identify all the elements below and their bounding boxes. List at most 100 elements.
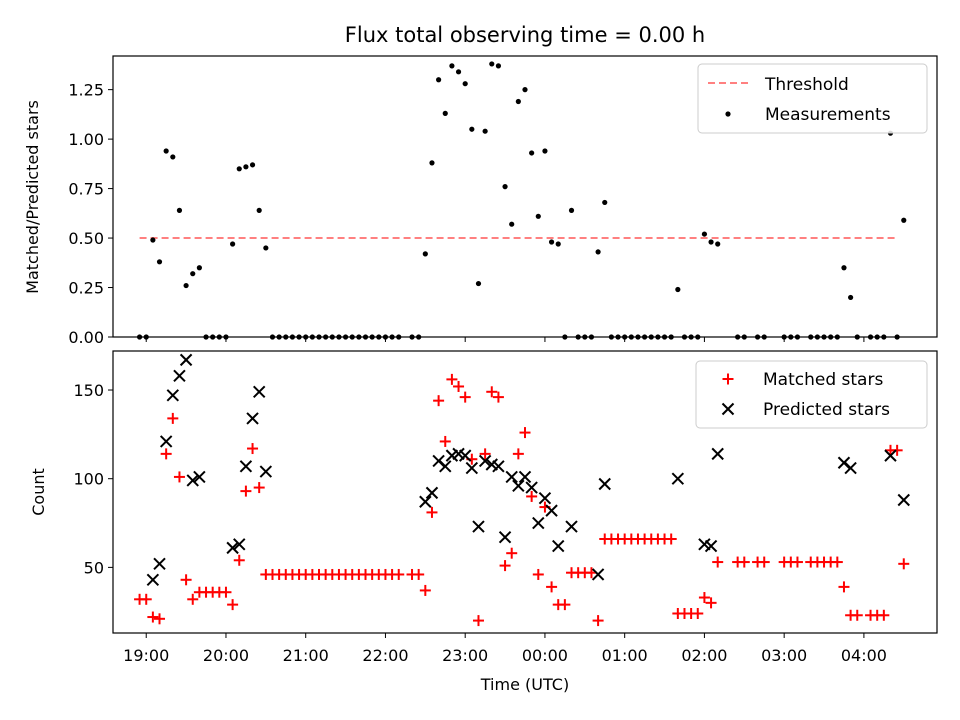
y-tick-label: 0.50: [68, 229, 104, 248]
y-tick-label: 0.25: [68, 279, 104, 298]
matched-star-point: [512, 448, 524, 460]
x-tick-label: 03:00: [761, 646, 807, 665]
x-tick-label: 04:00: [841, 646, 887, 665]
matched-star-point: [891, 444, 903, 456]
matched-star-point: [154, 613, 166, 625]
x-tick-label: 23:00: [442, 646, 488, 665]
measurement-point: [469, 126, 475, 132]
predicted-star-point: [226, 541, 239, 555]
predicted-star-point: [419, 495, 432, 508]
predicted-star-point: [233, 538, 246, 551]
measurement-point: [442, 110, 448, 116]
matched-star-point: [426, 506, 438, 518]
measurement-point: [489, 61, 495, 67]
matched-star-point: [147, 611, 159, 623]
x-axis-label: Time (UTC): [480, 675, 569, 694]
legend-box: [697, 63, 928, 134]
predicted-star-point: [538, 492, 552, 505]
predicted-star-point: [166, 389, 180, 402]
measurement-point: [449, 63, 455, 69]
x-tick-label: 22:00: [362, 646, 408, 665]
measurement-point: [529, 150, 535, 156]
bottom-plot-frame: [112, 350, 938, 634]
predicted-star-point: [186, 474, 199, 487]
measurement-point: [542, 148, 548, 154]
matched-star-point: [851, 609, 863, 621]
measurement-point: [170, 154, 176, 160]
legend-box: [695, 360, 928, 429]
y-tick-label: 1.00: [68, 130, 104, 149]
measurements-legend-swatch: [725, 111, 731, 117]
predicted-star-point: [671, 472, 685, 485]
matched-star-point: [453, 380, 465, 392]
top-legend: Threshold Measurements: [697, 63, 928, 134]
measurement-point: [249, 162, 256, 168]
measurement-point: [568, 207, 575, 213]
x-tick-label: 02:00: [681, 646, 727, 665]
predicted-star-point: [518, 470, 532, 484]
predicted-star-point: [472, 520, 485, 533]
measurement-point: [708, 239, 714, 245]
matched-star-point: [838, 581, 850, 593]
matched-star-point: [519, 427, 531, 439]
measurement-point: [509, 221, 515, 227]
measurement-point: [455, 69, 462, 75]
predicted-star-point: [565, 520, 578, 533]
matched-star-point: [692, 607, 704, 619]
predicted-star-point: [259, 465, 273, 478]
y-tick-label: 0.00: [68, 328, 104, 347]
predicted-star-point: [153, 557, 166, 571]
bottom-panel: 50 100 150 19:00 20:00 21:00 22:00 23:00 00:00 0…: [29, 350, 938, 694]
matched-star-point: [486, 386, 498, 398]
bottom-legend: Matched stars Predicted stars: [695, 360, 928, 429]
legend-label: Matched stars: [763, 370, 883, 390]
predicted-star-point: [193, 470, 206, 484]
predicted-star-point: [498, 531, 512, 544]
x-tick-label: 01:00: [602, 646, 648, 665]
legend-label: Threshold: [764, 75, 849, 95]
measurement-point: [263, 245, 269, 251]
predicted-star-point: [458, 449, 472, 462]
measurement-point: [502, 184, 508, 190]
matched-star-point: [665, 533, 677, 545]
y-tick-label: 50: [84, 558, 104, 577]
y-tick-label: 150: [73, 381, 104, 400]
measurement-point: [243, 164, 249, 170]
measurement-point: [515, 98, 521, 105]
predicted-star-point: [425, 486, 439, 500]
matched-star-point: [499, 560, 511, 572]
measurement-point: [475, 280, 482, 287]
measurement-point: [236, 166, 242, 172]
matched-star-point: [506, 547, 518, 559]
matched-star-point: [592, 615, 604, 627]
matched-star-point: [532, 568, 544, 580]
top-plot-frame: [112, 55, 938, 338]
predicted-star-point: [598, 477, 611, 491]
legend-label: Measurements: [765, 105, 891, 125]
matched-star-point: [738, 556, 750, 568]
matched-star-point: [253, 482, 265, 494]
matched-star-point: [167, 412, 179, 424]
measurement-point: [190, 271, 196, 277]
measurement-point: [535, 213, 541, 219]
measurement-point: [150, 237, 156, 243]
top-y-axis-label: Matched/Predicted stars: [23, 100, 42, 294]
matched-star-point: [240, 485, 252, 497]
predicted-star-point: [711, 447, 724, 461]
predicted-star-point: [884, 449, 897, 462]
measurement-point: [522, 87, 528, 93]
predicted-star-point: [252, 385, 266, 398]
matched-star-point: [526, 490, 538, 502]
predicted-star-point: [545, 504, 558, 517]
matched-star-point: [898, 558, 910, 570]
measurement-point: [429, 160, 435, 166]
predicted-star-point: [512, 479, 525, 492]
measurement-point: [462, 81, 468, 87]
matched-star-point: [459, 391, 471, 403]
predicted-star-point: [246, 412, 259, 425]
y-tick-label: 0.75: [68, 180, 104, 199]
predicted-star-point: [704, 539, 718, 553]
matched-star-point: [227, 599, 239, 611]
matched-star-point: [479, 448, 491, 460]
x-tick-label: 21:00: [283, 646, 329, 665]
